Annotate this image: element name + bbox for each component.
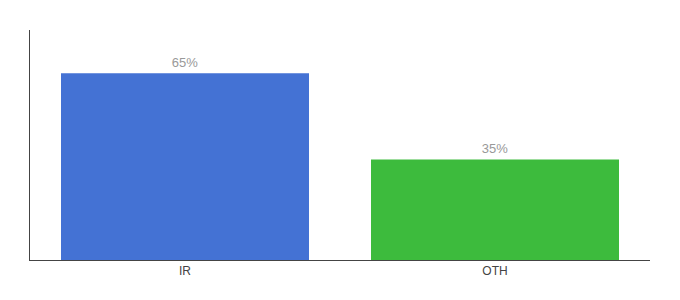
svg-text:OTH: OTH: [482, 264, 507, 278]
svg-text:65%: 65%: [172, 55, 198, 70]
svg-text:IR: IR: [179, 264, 191, 278]
svg-text:35%: 35%: [482, 141, 508, 156]
